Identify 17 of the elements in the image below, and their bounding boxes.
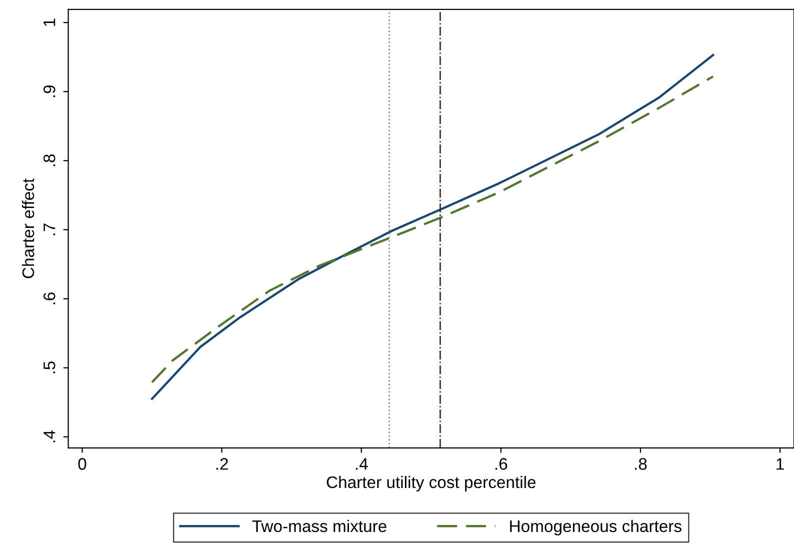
- y-tick-label: .7: [44, 224, 56, 236]
- x-tick-label: 1: [776, 458, 784, 470]
- y-tick-label: 1: [44, 18, 56, 26]
- legend-label: Two-mass mixture: [252, 520, 386, 532]
- y-axis-title: Charter effect: [22, 178, 34, 278]
- x-tick-label: 0: [78, 458, 86, 470]
- x-axis-title: Charter utility cost percentile: [326, 476, 536, 492]
- y-tick-label: .5: [44, 362, 56, 374]
- y-tick-label: .9: [43, 85, 56, 98]
- y-tick-label: .8: [43, 154, 56, 166]
- x-tick-label: .6: [495, 458, 508, 470]
- x-tick-label: .8: [635, 458, 647, 470]
- x-tick-label: .2: [216, 458, 228, 470]
- y-tick-label: .6: [43, 292, 56, 304]
- legend-label: Homogeneous charters: [510, 520, 682, 536]
- x-tick-label: .4: [356, 458, 368, 470]
- y-tick-label: .4: [44, 430, 56, 442]
